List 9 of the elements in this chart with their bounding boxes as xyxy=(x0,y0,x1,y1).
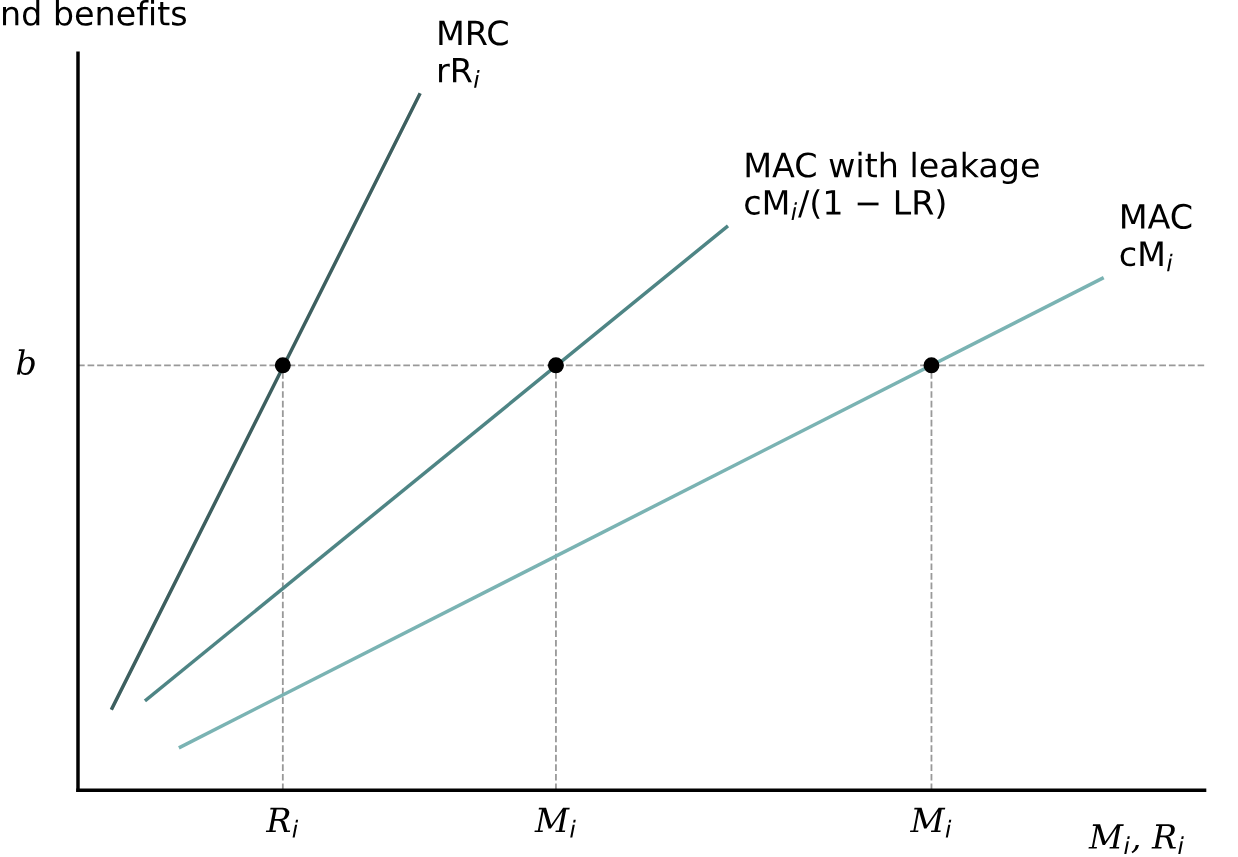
series-label: MAC cM$_{i}$ xyxy=(1120,203,1192,272)
series-label: MAC with leakage cM$_{i}$/(1 − LR) xyxy=(745,151,1039,220)
x-tick-label: M$_{i}$ xyxy=(534,807,576,838)
x-tick-label: M$_{i}$ xyxy=(909,807,952,838)
x-axis-title: M$_{i}$, R$_{i}$ xyxy=(1088,824,1184,855)
series-label: MRC rR$_{i}$ xyxy=(439,20,508,88)
y-axis-title: nd benefits xyxy=(3,0,186,26)
ref-line-label: b xyxy=(16,349,35,375)
x-tick-label: R$_{i}$ xyxy=(265,807,299,838)
